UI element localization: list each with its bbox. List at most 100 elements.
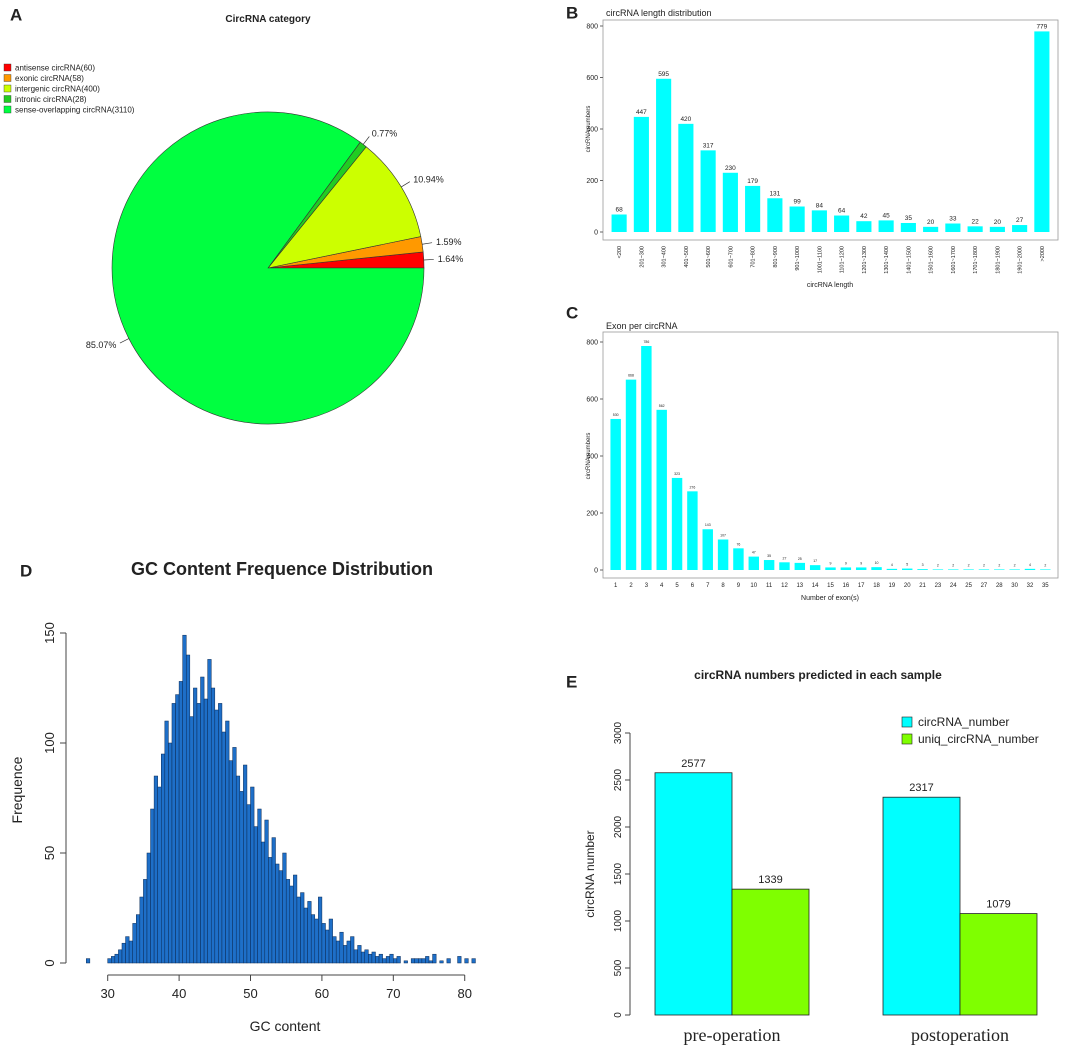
x-tick-label: 501~600 — [706, 246, 712, 268]
histogram-bar — [378, 953, 383, 964]
histogram-bar — [389, 953, 394, 964]
histogram-bar — [282, 852, 287, 964]
histogram-bar — [432, 953, 437, 964]
value-label: 9 — [845, 561, 847, 565]
histogram-bar — [278, 870, 283, 964]
histogram-bar — [193, 687, 198, 964]
histogram-bar — [111, 956, 116, 964]
bar — [1012, 225, 1028, 232]
histogram-bar — [218, 703, 223, 964]
value-label: 1339 — [758, 874, 782, 886]
y-axis-label: circRNA numbers — [586, 106, 592, 153]
bar — [763, 560, 775, 570]
value-label: 1079 — [986, 899, 1010, 911]
value-label: 2 — [937, 563, 939, 567]
y-axis-label: circRNA number — [583, 830, 597, 917]
value-label: 45 — [883, 212, 891, 219]
histogram-bar — [185, 654, 191, 964]
plot-frame — [602, 19, 1059, 241]
bar — [902, 568, 913, 570]
histogram-bar — [375, 956, 380, 964]
value-label: 27 — [1016, 217, 1024, 224]
x-axis-label: Number of exon(s) — [801, 595, 859, 602]
value-label: 47 — [752, 551, 756, 555]
value-label: 27 — [783, 556, 787, 560]
histogram-bar — [428, 960, 433, 964]
histogram-bar — [300, 892, 305, 964]
histogram-bar — [107, 958, 112, 964]
y-tick-label: 800 — [586, 340, 598, 347]
bar — [945, 223, 961, 232]
x-tick-label: 12 — [781, 583, 788, 589]
value-label: 99 — [794, 199, 802, 206]
histogram-bar — [132, 923, 137, 964]
value-label: 33 — [949, 216, 957, 223]
x-tick-label: 13 — [796, 583, 803, 589]
x-tick-label: 1901~2000 — [1018, 246, 1024, 274]
histogram-bar — [243, 764, 248, 964]
bar — [625, 379, 637, 570]
y-tick-label: 200 — [586, 511, 598, 518]
histogram-bar — [271, 837, 276, 964]
histogram-bar — [210, 687, 216, 964]
bar — [656, 78, 672, 232]
x-tick-label: 27 — [981, 583, 988, 589]
x-tick-label: 11 — [766, 583, 773, 589]
bar — [878, 220, 894, 232]
x-tick-label: 15 — [827, 583, 834, 589]
value-label: 562 — [659, 404, 665, 408]
slice-label: 10.94% — [413, 175, 444, 185]
bar — [687, 491, 698, 570]
histogram-bar — [285, 879, 291, 964]
y-tick-label: 0 — [613, 1012, 624, 1018]
bar — [794, 562, 806, 570]
chart-title: circRNA length distribution — [606, 8, 712, 18]
bar — [610, 418, 621, 570]
x-tick-label: >2000 — [1040, 246, 1046, 261]
histogram-bar — [114, 953, 119, 964]
bar — [1040, 569, 1051, 570]
value-label: 107 — [720, 534, 726, 538]
histogram-bar — [357, 945, 362, 964]
bar — [745, 185, 761, 232]
x-tick-label: pre-operation — [684, 1025, 781, 1045]
histogram-bar — [325, 929, 330, 964]
y-tick-label: 800 — [586, 24, 598, 31]
histogram-bar — [471, 958, 476, 964]
legend-label: uniq_circRNA_number — [918, 732, 1039, 746]
y-tick-label: 1000 — [613, 909, 624, 932]
legend-label: circRNA_number — [918, 715, 1009, 729]
slice-label: 0.77% — [372, 128, 398, 138]
value-label: 2577 — [681, 758, 705, 770]
histogram-bar — [289, 885, 294, 964]
bar — [1034, 31, 1050, 232]
value-label: 2 — [983, 563, 985, 567]
bar — [702, 529, 713, 570]
histogram-bar — [235, 775, 241, 964]
value-label: 35 — [767, 554, 771, 558]
histogram-bar — [446, 958, 451, 964]
value-label: 3 — [922, 563, 924, 567]
value-label: 42 — [860, 213, 868, 220]
value-label: 668 — [628, 374, 634, 378]
histogram-bar — [385, 956, 390, 964]
panel-letter: E — [566, 672, 577, 691]
x-tick-label: 14 — [812, 583, 819, 589]
bar — [1009, 569, 1020, 570]
legend-swatch — [901, 716, 913, 728]
x-tick-label: <200 — [617, 246, 623, 258]
x-tick-label: 6 — [691, 583, 695, 589]
y-tick-label: 0 — [594, 230, 598, 237]
x-tick-label: 5 — [675, 583, 679, 589]
value-label: 5 — [906, 563, 908, 567]
histogram-bar — [364, 949, 369, 964]
y-tick-label: 400 — [586, 127, 598, 134]
value-label: 4 — [1029, 563, 1031, 567]
y-tick-label: 150 — [42, 622, 57, 644]
leader-line — [423, 259, 434, 261]
x-tick-label: 28 — [996, 583, 1003, 589]
x-tick-label: postoperation — [911, 1025, 1009, 1045]
histogram-bar — [175, 694, 180, 964]
x-tick-label: 35 — [1042, 583, 1049, 589]
histogram-bar — [239, 791, 244, 964]
